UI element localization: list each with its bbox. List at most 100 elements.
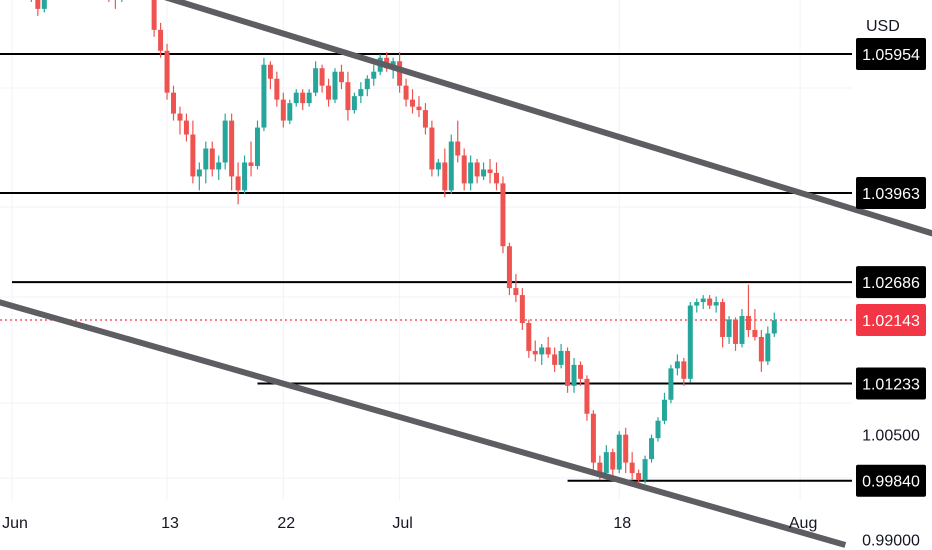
currency-label: USD: [866, 18, 900, 35]
candle-body: [733, 319, 739, 344]
time-tick-label: 18: [613, 515, 631, 532]
time-axis[interactable]: Jun1322Jul18Aug15: [2, 515, 932, 532]
candle-body: [649, 438, 655, 460]
candle-body: [35, 0, 41, 9]
candle-body: [293, 92, 299, 104]
level-price-tag: [856, 464, 926, 497]
candle-body: [209, 148, 215, 170]
candle-body: [577, 364, 583, 379]
candle-body: [41, 0, 47, 9]
candle-body: [442, 162, 448, 191]
candle-body: [474, 162, 480, 177]
time-tick-label: Aug: [789, 515, 817, 532]
candle-body: [681, 361, 687, 379]
candle-body: [610, 452, 616, 470]
current-price-tag: [856, 304, 926, 336]
candle-body: [416, 106, 422, 111]
candle-body: [248, 162, 254, 166]
candle-body: [487, 169, 493, 173]
candle-body: [345, 82, 351, 111]
candle-body: [364, 78, 370, 90]
candle-body: [306, 92, 312, 104]
candle-body: [358, 89, 364, 97]
candle-body: [765, 333, 771, 362]
candle-body: [177, 113, 183, 121]
candle-body: [455, 141, 461, 156]
candle-body: [558, 350, 564, 365]
candle-body: [642, 459, 648, 481]
time-tick-label: 22: [277, 515, 295, 532]
candle-body: [513, 288, 519, 296]
candle-body: [539, 347, 545, 355]
candle-body: [274, 78, 280, 100]
candle-body: [235, 176, 241, 191]
candlestick-series: [30, 0, 777, 488]
candle-body: [196, 169, 202, 177]
current-price-label: 1.02143: [862, 313, 920, 330]
level-price-label: 1.03963: [862, 186, 920, 203]
candle-body: [242, 162, 248, 191]
trendline[interactable]: [0, 299, 847, 548]
candle-body: [519, 295, 525, 324]
level-price-label: 0.99840: [862, 474, 920, 491]
candle-body: [338, 71, 344, 83]
price-axis[interactable]: USD 1.077241.059541.039631.026861.012330…: [856, 0, 926, 549]
level-price-label: 1.05954: [862, 47, 920, 64]
candle-body: [222, 120, 228, 163]
candle-body: [267, 64, 273, 79]
candle-body: [771, 320, 777, 334]
candle-body: [745, 316, 751, 330]
price-tick-label: 0.99000: [862, 532, 920, 549]
candle-body: [694, 302, 700, 306]
candle-body: [216, 162, 222, 170]
candle-body: [623, 434, 629, 463]
candle-body: [203, 148, 209, 170]
horizontal-levels[interactable]: [0, 0, 852, 482]
candle-body: [668, 368, 674, 400]
candle-body: [351, 96, 357, 111]
candle-body: [261, 64, 267, 128]
level-price-tag: [856, 37, 926, 70]
candle-body: [616, 434, 622, 470]
level-price-tag: [856, 176, 926, 209]
candle-body: [371, 71, 377, 79]
candle-body: [597, 462, 603, 474]
grid-lines: [0, 0, 852, 500]
candle-body: [629, 462, 635, 474]
candle-body: [410, 99, 416, 107]
candle-body: [190, 134, 196, 177]
candle-body: [287, 103, 293, 121]
trendline[interactable]: [0, 0, 932, 276]
candle-body: [739, 316, 745, 344]
candle-body: [661, 399, 667, 421]
candle-body: [500, 183, 506, 247]
candle-body: [254, 127, 260, 166]
candle-body: [752, 329, 758, 337]
candle-body: [552, 354, 558, 365]
candle-body: [429, 127, 435, 170]
candle-body: [461, 155, 467, 184]
candle-body: [151, 0, 157, 30]
candle-body: [403, 85, 409, 100]
candle-body: [713, 302, 719, 306]
candle-body: [758, 336, 764, 362]
candle-body: [435, 162, 441, 170]
candle-body: [313, 68, 319, 93]
candle-body: [300, 92, 306, 104]
candle-body: [700, 298, 706, 303]
candle-body: [229, 120, 235, 177]
candle-body: [532, 350, 538, 355]
candle-body: [448, 141, 454, 191]
candle-body: [565, 350, 571, 386]
candle-body: [319, 68, 325, 86]
candle-body: [326, 85, 332, 100]
candle-body: [726, 319, 732, 337]
candle-body: [332, 71, 338, 100]
price-tick-label: 1.00500: [862, 428, 920, 445]
candle-body: [545, 347, 551, 355]
time-tick-label: Jul: [392, 515, 412, 532]
candle-body: [158, 29, 164, 51]
